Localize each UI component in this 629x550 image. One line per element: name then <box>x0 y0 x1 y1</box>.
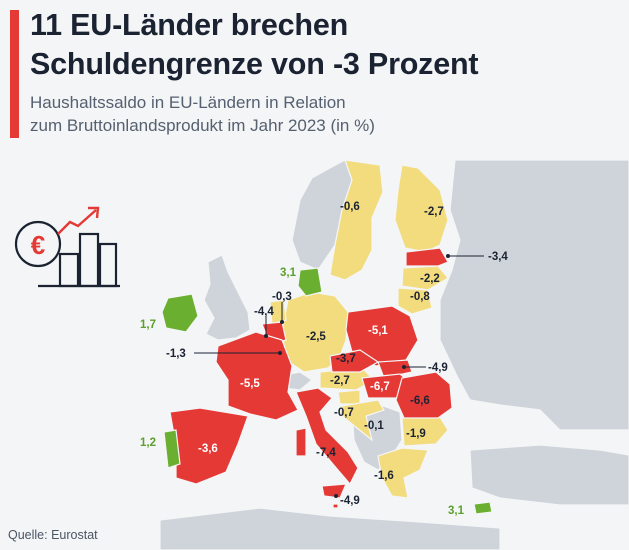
sweden-shape <box>329 159 384 281</box>
label-sweden: -0,6 <box>340 201 360 213</box>
ireland-shape <box>161 293 199 333</box>
portugal-shape <box>163 429 181 469</box>
north-africa-region <box>159 507 501 550</box>
label-france: -5,5 <box>240 378 260 390</box>
lithuania-shape <box>397 287 433 315</box>
label-netherlands: -0,3 <box>272 291 292 303</box>
source-note: Quelle: Eurostat <box>8 528 98 542</box>
label-latvia: -2,2 <box>420 273 440 285</box>
malta-dot <box>334 494 338 498</box>
luxembourg-dot <box>278 351 282 355</box>
slovakia-shape <box>377 359 413 379</box>
label-slovakia: -4,9 <box>428 362 448 374</box>
turkey-region <box>469 444 629 506</box>
uk-region <box>203 254 251 341</box>
label-malta: -4,9 <box>340 495 360 507</box>
sardinia-shape <box>295 427 307 457</box>
label-denmark: 3,1 <box>280 267 297 279</box>
label-italy: -7,4 <box>316 447 336 459</box>
label-luxembourg: -1,3 <box>166 348 186 360</box>
slovenia-shape <box>337 389 361 405</box>
croatia-shape <box>339 399 385 442</box>
label-bulgaria: -1,9 <box>406 428 426 440</box>
label-romania: -6,6 <box>410 395 430 407</box>
label-spain: -3,6 <box>198 443 218 455</box>
belgium-dot <box>264 334 268 338</box>
estonia-dot <box>446 254 450 258</box>
label-portugal: 1,2 <box>140 437 156 449</box>
label-belgium: -4,4 <box>254 306 274 318</box>
italy-shape <box>295 387 359 486</box>
svg-text:€: € <box>31 230 45 260</box>
label-cyprus: 3,1 <box>448 505 465 517</box>
label-germany: -2,5 <box>306 331 326 343</box>
russia-belarus-ukraine-region <box>439 159 629 431</box>
label-austria: -2,7 <box>330 375 350 387</box>
label-greece: -1,6 <box>374 470 394 482</box>
label-lithuania: -0,8 <box>410 291 430 303</box>
euro-growth-chart-icon: € <box>14 206 120 288</box>
cyprus-shape <box>473 501 493 515</box>
chart-title: 11 EU-Länder brechen Schuldengrenze von … <box>30 8 479 81</box>
chart-subtitle: Haushaltssaldo in EU-Ländern in Relation… <box>30 93 375 135</box>
slovakia-dot <box>402 365 406 369</box>
france-shape <box>215 331 299 421</box>
label-finland: -2,7 <box>424 206 444 218</box>
label-croatia: -0,1 <box>364 420 384 432</box>
label-czechia: -3,7 <box>336 353 356 365</box>
sicily-shape <box>321 483 347 499</box>
label-hungary: -6,7 <box>370 381 390 393</box>
label-ireland: 1,7 <box>140 319 156 331</box>
estonia-shape <box>405 247 449 267</box>
accent-bar <box>10 10 19 138</box>
greece-shape <box>377 447 429 499</box>
denmark-shape <box>297 267 323 297</box>
czechia-shape <box>329 349 380 373</box>
label-slovenia: -0,7 <box>334 407 354 419</box>
label-estonia: -3,4 <box>488 251 508 263</box>
netherlands-dot <box>280 320 284 324</box>
romania-shape <box>395 371 453 419</box>
label-poland: -5,1 <box>368 325 388 337</box>
malta-shape <box>332 503 339 509</box>
